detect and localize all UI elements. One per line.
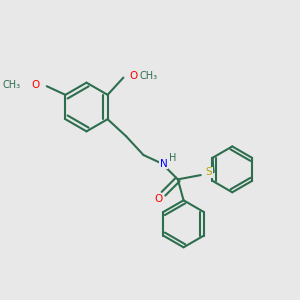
Text: N: N xyxy=(160,159,167,169)
Text: O: O xyxy=(129,71,137,81)
Text: O: O xyxy=(32,80,40,90)
Text: CH₃: CH₃ xyxy=(140,71,158,81)
Text: S: S xyxy=(206,167,212,177)
Text: CH₃: CH₃ xyxy=(2,80,20,90)
Text: O: O xyxy=(154,194,163,204)
Text: H: H xyxy=(169,154,177,164)
